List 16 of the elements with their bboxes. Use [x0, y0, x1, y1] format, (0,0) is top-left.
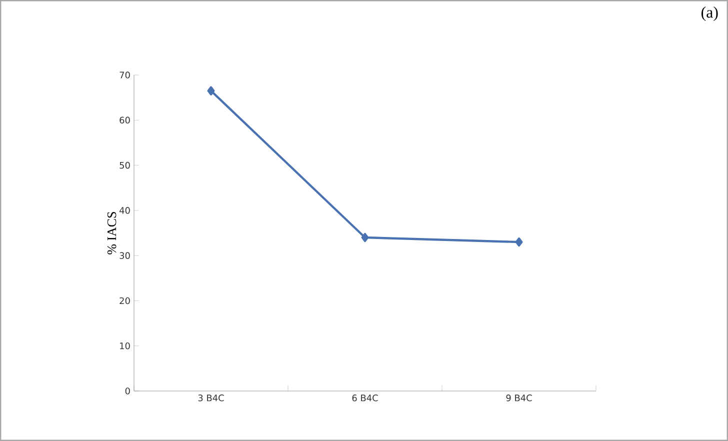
y-tick-label: 40	[120, 207, 130, 214]
y-tick-label: 70	[120, 72, 130, 78]
y-tick-label: 0	[125, 388, 130, 394]
y-tick-label: 50	[120, 162, 130, 169]
x-tick-label: 9 B4C	[506, 394, 532, 402]
point	[515, 237, 523, 247]
point	[207, 86, 215, 96]
x-tick-label: 3 B4C	[198, 394, 224, 402]
y-axis-title: % IACS	[107, 212, 116, 254]
y-tick-label: 60	[120, 116, 130, 124]
x-tick-label: 6 B4C	[352, 394, 378, 402]
y-tick-label: 30	[120, 252, 130, 259]
y-tick-label: 20	[120, 297, 130, 304]
y-tick-label: 10	[120, 342, 130, 350]
point	[361, 232, 369, 242]
text: (a)	[702, 6, 718, 21]
